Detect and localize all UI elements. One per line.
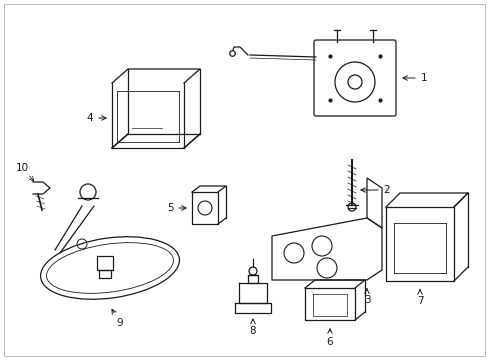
Text: 10: 10 — [16, 163, 28, 173]
Text: 9: 9 — [112, 309, 123, 328]
Text: 4: 4 — [86, 113, 106, 123]
Text: 2: 2 — [360, 185, 389, 195]
Text: 8: 8 — [249, 319, 256, 336]
Text: 7: 7 — [416, 290, 423, 306]
Text: 1: 1 — [402, 73, 427, 83]
Text: 5: 5 — [166, 203, 186, 213]
Text: 3: 3 — [363, 289, 369, 305]
Text: 6: 6 — [326, 329, 333, 347]
